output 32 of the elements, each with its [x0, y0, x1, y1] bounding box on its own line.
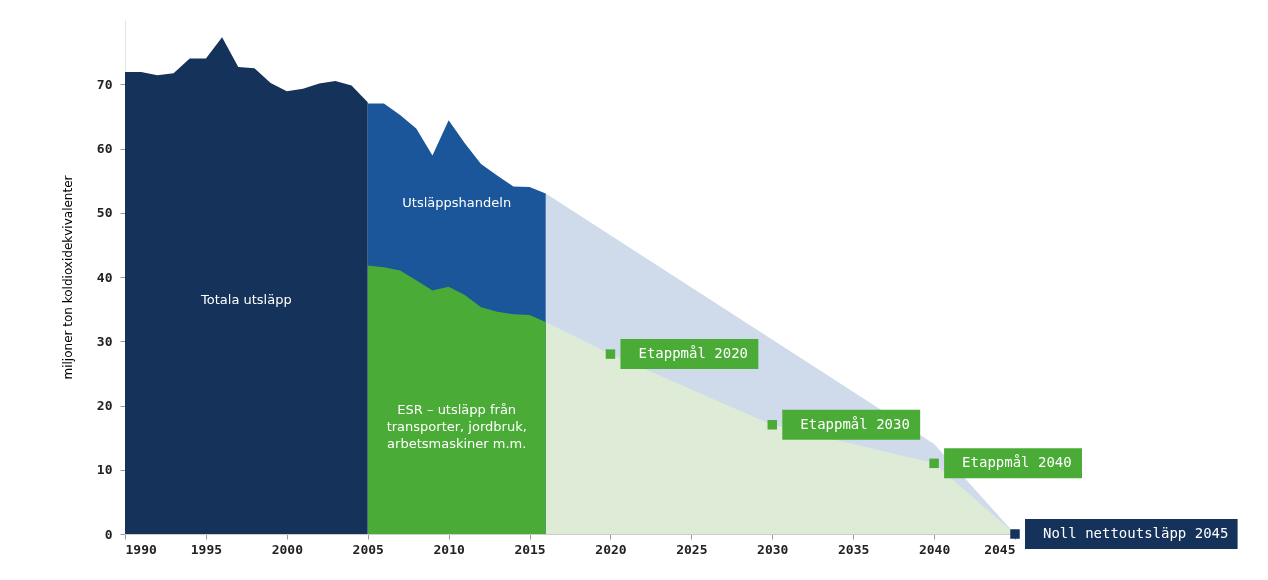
series-label: Utsläppshandeln: [402, 195, 512, 211]
annotation: Etappmål 2020: [638, 345, 749, 362]
x-tick-label: 2000: [271, 541, 304, 557]
point: [1010, 529, 1020, 539]
x-tick-label: 2010: [433, 541, 465, 557]
y-tick-label: 10: [96, 462, 113, 478]
y-tick-label: 60: [96, 141, 113, 156]
y-tick-label: 0: [104, 526, 113, 542]
x-tick-label: 2040: [918, 541, 951, 557]
y-tick-label: 20: [96, 398, 113, 413]
x-tick-label: 2005: [352, 541, 384, 557]
x-tick-label: 1990: [125, 541, 157, 557]
y-tick-label: 70: [96, 76, 113, 92]
x-tick-label: 1995: [190, 541, 223, 557]
annotation: Etappmål 2040: [962, 454, 1072, 471]
x-tick-label: 2020: [595, 541, 627, 557]
point: [929, 458, 939, 469]
y-axis-title: miljoner ton koldioxidekvivalenter: [60, 175, 75, 380]
y-tick-label: 30: [96, 333, 113, 349]
x-tick-label: 2025: [676, 541, 708, 557]
annotation: Noll nettoutsläpp 2045: [1043, 525, 1229, 541]
point: [605, 349, 616, 359]
x-tick-label: 2035: [838, 541, 870, 557]
annotation: Etappmål 2030: [800, 415, 910, 432]
series-label: Totala utsläpp: [200, 292, 292, 308]
x-tick-label: 2030: [757, 541, 789, 557]
point: [767, 420, 778, 430]
y-tick-label: 50: [96, 205, 113, 221]
x-tick-label: 2045: [984, 541, 1016, 557]
series-label: ESR – utsläpp från transporter, jordbruk, arbetsmaskiner m.m.: [386, 402, 527, 452]
y-tick-label: 40: [96, 269, 113, 285]
x-tick-label: 2015: [514, 541, 546, 557]
